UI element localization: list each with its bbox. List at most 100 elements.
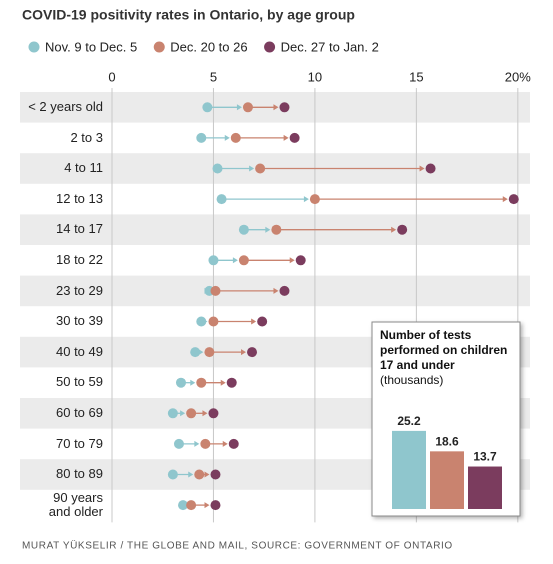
dot xyxy=(289,132,300,143)
bar xyxy=(392,430,426,509)
dot xyxy=(508,194,519,205)
arrow-head xyxy=(232,257,238,264)
arrow-head xyxy=(273,104,279,111)
dot xyxy=(200,438,211,449)
dot xyxy=(216,194,227,205)
category-label-box: < 2 years old xyxy=(10,92,103,122)
category-label: 23 to 29 xyxy=(56,282,103,298)
x-tick-label: 5 xyxy=(210,69,217,84)
category-label-box: 23 to 29 xyxy=(10,276,103,306)
x-tick-label: 10 xyxy=(308,69,322,84)
category-label-box: 50 to 59 xyxy=(10,367,103,397)
category-label-box: 18 to 22 xyxy=(10,245,103,275)
bar xyxy=(430,451,464,509)
dot xyxy=(210,500,221,511)
legend-marker xyxy=(28,41,40,53)
dot xyxy=(295,255,306,266)
dot xyxy=(226,377,237,388)
category-label: 14 to 17 xyxy=(56,221,103,237)
arrow-head xyxy=(419,165,425,172)
bar-value-label: 13.7 xyxy=(473,450,497,464)
legend-marker xyxy=(153,41,165,53)
source: MURAT YÜKSELIR / THE GLOBE AND MAIL, SOU… xyxy=(22,540,453,552)
dot xyxy=(208,316,219,327)
arrow-head xyxy=(202,410,208,417)
category-label-box: 14 to 17 xyxy=(10,214,103,244)
category-label-box: 30 to 39 xyxy=(56,313,103,329)
arrow-head xyxy=(283,134,289,141)
dot xyxy=(196,132,207,143)
arrow-head xyxy=(289,257,295,264)
category-label-wrap: 70 to 79 xyxy=(10,429,103,459)
category-label: 30 to 39 xyxy=(56,313,103,329)
category-label-wrap: 12 to 13 xyxy=(10,184,103,214)
dot xyxy=(238,224,249,235)
arrow-head xyxy=(190,379,196,386)
bar xyxy=(468,466,502,509)
x-tick-label: 0 xyxy=(108,69,115,84)
inset-title: Number of tests performed on children 17… xyxy=(380,328,508,372)
dot xyxy=(210,469,221,480)
category-label-box: 60 to 69 xyxy=(10,398,103,428)
arrow-head xyxy=(180,410,186,417)
legend-label: Dec. 27 to Jan. 2 xyxy=(281,39,379,54)
legend-label: Dec. 20 to 26 xyxy=(170,39,247,54)
dot xyxy=(425,163,436,174)
arrow-head xyxy=(224,134,230,141)
legend-marker xyxy=(264,41,276,53)
arrow-head xyxy=(188,471,194,478)
arrow-head xyxy=(204,471,210,478)
arrow-head xyxy=(249,165,255,172)
category-label-box: 40 to 49 xyxy=(10,337,103,367)
arrow-head xyxy=(220,379,226,386)
bar-value-label: 18.6 xyxy=(435,435,459,449)
dot xyxy=(190,347,201,358)
dot xyxy=(212,163,223,174)
bar-value-label: 25.2 xyxy=(397,414,421,428)
dot xyxy=(279,285,290,296)
category-label-wrap: 80 to 89 xyxy=(10,459,103,489)
category-label-box: 2 to 3 xyxy=(70,130,103,144)
inset-subtitle: (thousands) xyxy=(380,373,444,387)
category-label-wrap: < 2 years old xyxy=(10,92,103,122)
arrow-head xyxy=(236,104,242,111)
dot xyxy=(247,347,258,358)
category-label-wrap: 18 to 22 xyxy=(10,245,103,275)
category-label-wrap: 40 to 49 xyxy=(10,337,103,367)
arrow-head xyxy=(273,287,279,294)
dot xyxy=(194,469,205,480)
arrow-head xyxy=(222,440,228,447)
arrow-head xyxy=(502,196,508,203)
category-label: 50 to 59 xyxy=(56,374,103,390)
x-tick-label: 20% xyxy=(505,69,531,84)
category-label-wrap: 23 to 29 xyxy=(10,276,103,306)
arrow-head xyxy=(204,502,210,509)
category-label: 70 to 79 xyxy=(56,435,103,451)
category-label: < 2 years old xyxy=(28,99,103,114)
legend-label: Nov. 9 to Dec. 5 xyxy=(45,39,137,54)
category-label: 60 to 69 xyxy=(56,405,103,420)
category-label-wrap: 60 to 69 xyxy=(10,398,103,428)
dot xyxy=(210,285,221,296)
arrow-head xyxy=(241,349,247,356)
category-label-wrap: 50 to 59 xyxy=(10,367,103,397)
category-label-wrap: 90 years and older xyxy=(10,490,103,520)
dot xyxy=(178,500,189,511)
arrow-head xyxy=(194,440,200,447)
category-label-wrap: 14 to 17 xyxy=(10,214,103,244)
category-label: 4 to 11 xyxy=(64,160,103,176)
dot xyxy=(208,255,219,266)
arrow-head xyxy=(251,318,257,325)
dot xyxy=(175,377,186,388)
dot xyxy=(228,438,239,449)
category-label: 90 years and older xyxy=(48,489,103,519)
x-tick-label: 15 xyxy=(409,69,423,84)
dot xyxy=(257,316,268,327)
dot xyxy=(196,377,207,388)
dot xyxy=(173,438,184,449)
dot xyxy=(309,194,320,205)
category-label: 80 to 89 xyxy=(56,466,103,482)
dot xyxy=(271,224,282,235)
arrow-head xyxy=(265,226,271,233)
